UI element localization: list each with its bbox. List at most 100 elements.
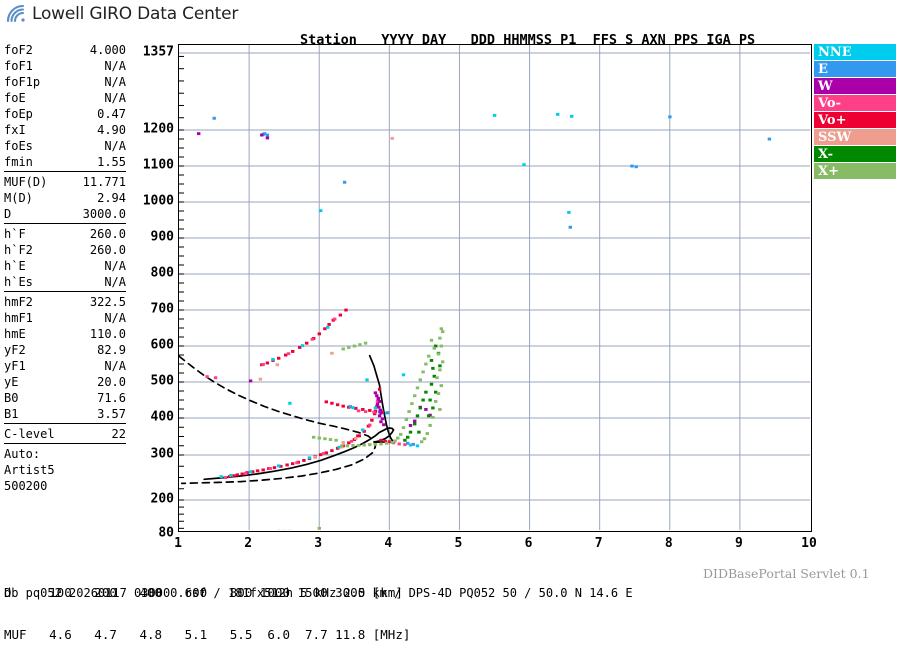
auto-program: Artist5 <box>4 462 126 478</box>
param-key: D <box>4 206 11 222</box>
y-tick-label: 1100 <box>143 158 174 173</box>
ionogram-canvas <box>179 45 810 530</box>
axis-ticks <box>179 56 184 528</box>
muf-distance-table: D 100 200 400 600 800 1000 1500 3000 [km… <box>4 558 410 656</box>
echo-series-x- <box>403 345 441 442</box>
param-key: foF1p <box>4 74 40 90</box>
true-height-profile <box>179 356 375 483</box>
param-key: foE <box>4 90 26 106</box>
param-key: yF2 <box>4 342 26 358</box>
y-axis-labels: 1357 1200 1100 1000 900 800 700 600 500 400 300 200… <box>118 44 174 532</box>
param-key: fmin <box>4 154 33 170</box>
param-key: hmF2 <box>4 294 33 310</box>
auto-label: Auto: <box>4 446 126 462</box>
echo-series-e <box>213 115 772 445</box>
x-tick-label: 10 <box>801 536 817 551</box>
ionogram-plot[interactable] <box>178 44 812 532</box>
param-key: h`E <box>4 258 26 274</box>
param-key: hmF1 <box>4 310 33 326</box>
x-tick-label: 1 <box>174 536 182 551</box>
param-key: foF1 <box>4 58 33 74</box>
legend-item-w[interactable]: W <box>814 78 896 95</box>
y-tick-label: 500 <box>151 374 174 389</box>
grid-lines <box>179 45 810 530</box>
param-key: yF1 <box>4 358 26 374</box>
y-tick-label: 800 <box>151 266 174 281</box>
param-key: foEs <box>4 138 33 154</box>
legend-item-e[interactable]: E <box>814 61 896 78</box>
param-key: hmE <box>4 326 26 342</box>
echo-series-vo- <box>228 309 391 479</box>
y-tick-label: 400 <box>151 410 174 425</box>
servlet-version: DIDBasePortal Servlet 0.1 <box>703 566 870 581</box>
legend-item-nne[interactable]: NNE <box>814 44 896 61</box>
param-key: yE <box>4 374 18 390</box>
logo: Lowell GIRO Data Center <box>6 4 238 24</box>
y-tick-label: 200 <box>151 492 174 507</box>
param-key: B0 <box>4 390 18 406</box>
y-tick-label: 700 <box>151 302 174 317</box>
y-tick-label: 600 <box>151 338 174 353</box>
x-tick-label: 9 <box>735 536 743 551</box>
param-key: B1 <box>4 406 18 422</box>
param-key: foEp <box>4 106 33 122</box>
status-line: db pq052 20260117 030000.rsf / 181fx512h… <box>4 586 633 600</box>
x-tick-label: 8 <box>665 536 673 551</box>
legend-item-ssw[interactable]: SSW <box>814 129 896 146</box>
x-tick-label: 2 <box>244 536 252 551</box>
legend-item-vo-[interactable]: Vo- <box>814 95 896 112</box>
y-tick-label: 1200 <box>143 122 174 137</box>
signal-wave-icon <box>6 4 30 24</box>
x-tick-label: 6 <box>525 536 533 551</box>
auto-version: 500200 <box>4 478 126 494</box>
param-key: fxI <box>4 122 26 138</box>
y-tick-label: 1000 <box>143 194 174 209</box>
x-tick-label: 4 <box>384 536 392 551</box>
y-tick-label: 1357 <box>143 45 174 60</box>
legend-item-x-[interactable]: X- <box>814 146 896 163</box>
param-row: M(D)2.94 <box>4 190 126 206</box>
logo-text: Lowell GIRO Data Center <box>32 4 238 24</box>
param-key: h`Es <box>4 274 33 290</box>
param-key: h`F2 <box>4 242 33 258</box>
param-key: C-level <box>4 426 55 442</box>
echo-series-ssw <box>259 137 394 459</box>
legend-item-x-[interactable]: X+ <box>814 163 896 180</box>
y-tick-label: 300 <box>151 447 174 462</box>
echo-series-w <box>197 132 432 427</box>
param-key: MUF(D) <box>4 174 47 190</box>
echo-series-nne <box>220 113 574 478</box>
y-tick-label: 900 <box>151 230 174 245</box>
param-key: foF2 <box>4 42 33 58</box>
x-tick-label: 5 <box>455 536 463 551</box>
legend-item-vo-[interactable]: Vo+ <box>814 112 896 129</box>
